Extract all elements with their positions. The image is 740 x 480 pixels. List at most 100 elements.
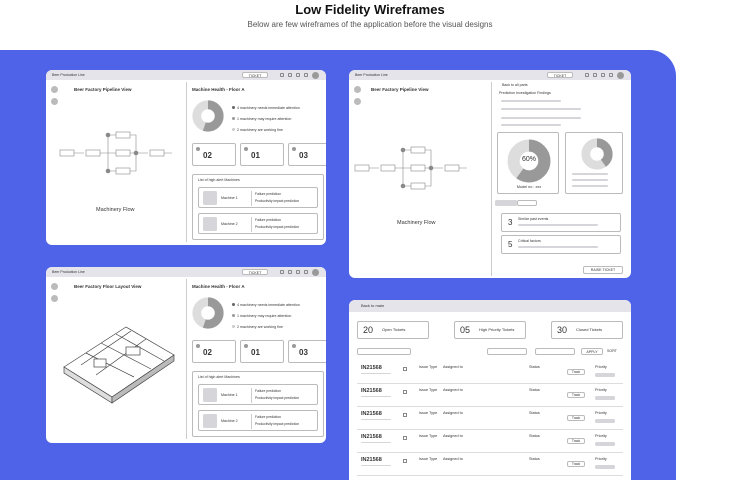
side-icon	[51, 283, 58, 290]
icon	[585, 73, 589, 77]
divider	[251, 414, 252, 429]
ticket-id: IN21568	[361, 457, 382, 463]
machine-info: Failure prediction	[255, 415, 282, 419]
machine-info: Productivity impact prediction	[255, 396, 300, 400]
stat-box: 03	[288, 340, 326, 363]
side-icon	[51, 98, 58, 105]
legend-text: 4 machinery needs immediate attention	[237, 302, 300, 307]
distribution-card	[565, 132, 623, 194]
legend-text: 4 machinery needs immediate attention	[237, 105, 300, 110]
flow-diagram	[354, 146, 467, 190]
info-line	[501, 100, 561, 102]
legend-dot	[232, 303, 235, 306]
health-title: Machine Health - Floor A	[192, 87, 245, 92]
priority: Priority	[595, 411, 607, 415]
gauge	[507, 139, 551, 183]
gauge-caption: Model no : xxx	[516, 185, 542, 189]
apply-button[interactable]: APPLY	[581, 348, 603, 355]
priority: Priority	[595, 365, 607, 369]
divider	[251, 388, 252, 403]
flow-caption: Machinery Flow	[96, 207, 135, 213]
health-donut	[192, 297, 224, 329]
priority: Priority	[595, 457, 607, 461]
priority-pill	[595, 396, 615, 400]
side-icon	[51, 295, 58, 302]
list-title: List of high alert Machines	[198, 178, 240, 182]
view-title: Beer Factory Pipeline View	[371, 87, 429, 92]
wireframe-card: Beer Production Line TICKET Beer Factory P…	[349, 70, 631, 278]
ticket-icon	[403, 459, 407, 463]
side-icon	[51, 86, 58, 93]
info-line	[501, 108, 581, 110]
assigned-to: Assigned to	[443, 411, 463, 415]
row-divider	[357, 429, 623, 430]
panel-divider	[186, 279, 187, 439]
issue-type: Issue Type	[419, 411, 438, 415]
machine-card: Machine 2 Failure prediction Productivity …	[198, 213, 318, 234]
machine-info: Productivity impact prediction	[255, 199, 300, 203]
ticket-id: IN21568	[361, 388, 382, 394]
back-link: Back to main	[361, 303, 385, 308]
event-box: 3 Similar past events	[501, 213, 621, 232]
ticket-id: IN21568	[361, 411, 382, 417]
status: Status	[529, 457, 540, 461]
legend-line	[572, 179, 608, 181]
track-button[interactable]: Track	[567, 369, 585, 375]
stat-box: 01	[240, 143, 284, 166]
stat-value: 02	[203, 348, 212, 357]
app-name: Beer Production Line	[52, 73, 85, 77]
track-button[interactable]: Track	[567, 392, 585, 398]
machine-card: Machine 2 Failure prediction Productivity …	[198, 410, 318, 431]
icon	[280, 73, 284, 77]
icon	[593, 73, 597, 77]
flow-diagram	[59, 131, 172, 175]
page-title: Low Fidelity Wireframes	[295, 2, 445, 17]
ticket-button[interactable]: TICKET	[242, 269, 268, 275]
track-button[interactable]: Track	[567, 438, 585, 444]
raise-ticket-button[interactable]: RAISE TICKET	[583, 266, 623, 274]
legend-dot	[232, 128, 235, 131]
summary-box: 20 Open Tickets	[357, 321, 429, 339]
health-donut	[192, 100, 224, 132]
assigned-to: Assigned to	[443, 365, 463, 369]
ticket-button[interactable]: TICKET	[242, 72, 268, 78]
ticket-icon	[403, 436, 407, 440]
machine-list: List of high alert Machines Machine 1 Fail…	[192, 371, 324, 437]
event-label: Similar past events	[518, 217, 549, 221]
icon	[288, 270, 292, 274]
ticket-meta	[361, 373, 391, 375]
machine-name: Machine 2	[221, 419, 238, 423]
legend-text: 2 machinery are working fine	[237, 324, 283, 329]
sort-button[interactable]: SORT	[607, 349, 617, 353]
side-icon	[354, 86, 361, 93]
legend-text: 1 machinery may require attention	[237, 116, 292, 121]
priority: Priority	[595, 388, 607, 392]
flow-caption: Machinery Flow	[397, 220, 436, 226]
stat-box: 01	[240, 340, 284, 363]
panel-divider	[186, 82, 187, 242]
top-bar	[349, 300, 631, 312]
track-button[interactable]: Track	[567, 461, 585, 467]
machine-thumb	[203, 388, 217, 402]
top-bar	[46, 267, 326, 277]
ticket-button[interactable]: TICKET	[547, 72, 573, 78]
stat-icon	[196, 344, 200, 348]
tab	[517, 200, 537, 206]
track-button[interactable]: Track	[567, 415, 585, 421]
ticket-icon	[403, 390, 407, 394]
stat-icon	[244, 147, 248, 151]
machine-thumb	[203, 414, 217, 428]
event-line	[518, 224, 598, 226]
stat-value: 01	[251, 151, 260, 160]
app-name: Beer Production Line	[52, 270, 85, 274]
status: Status	[529, 388, 540, 392]
summary-count: 05	[460, 325, 471, 335]
priority-pill	[595, 442, 615, 446]
icon	[296, 73, 300, 77]
issue-type: Issue Type	[419, 457, 438, 461]
wireframe-card: Beer Production Line TICKET Beer Factory P…	[46, 70, 326, 245]
view-title: Beer Factory Pipeline View	[74, 87, 132, 92]
icon	[601, 73, 605, 77]
icon	[304, 270, 308, 274]
floor-layout	[63, 326, 175, 404]
